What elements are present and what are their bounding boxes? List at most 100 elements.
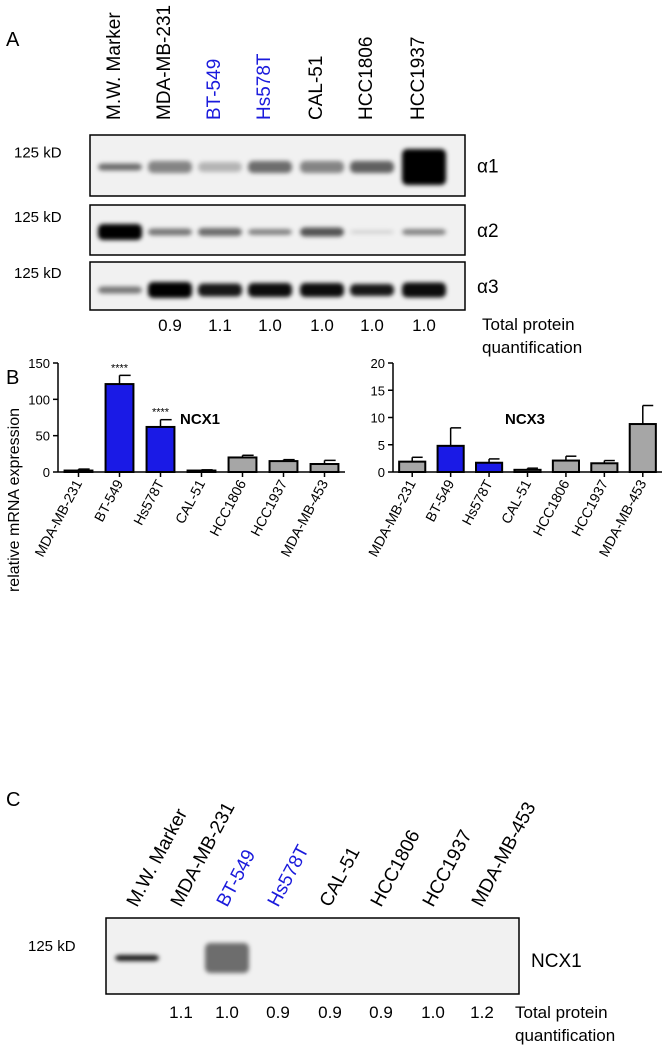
panel-label: B	[6, 367, 19, 389]
band	[248, 161, 292, 173]
blot-bands	[98, 224, 446, 240]
x-tick-label: HCC1937	[568, 477, 611, 539]
bar	[436, 444, 465, 473]
quantification-value: 1.0	[360, 316, 384, 335]
blot-label: α2	[477, 221, 499, 242]
quantification-value: 1.0	[258, 316, 282, 335]
quantification-value: 1.1	[169, 1003, 193, 1022]
quantification-value: 1.0	[310, 316, 334, 335]
significance-label: ****	[152, 407, 170, 419]
band	[98, 163, 142, 171]
lane-label: BT-549	[213, 846, 260, 910]
significance-label: ****	[111, 362, 129, 374]
lane-label: Hs578T	[254, 53, 275, 120]
lane-label: HCC1806	[367, 827, 425, 911]
size-label: 125 kD	[14, 145, 62, 162]
band	[402, 282, 446, 298]
bar	[551, 459, 580, 473]
quantification-label: Total protein quantification	[482, 315, 583, 357]
quantification-value: 1.0	[412, 316, 436, 335]
blot-bands	[98, 149, 446, 185]
bar	[227, 456, 258, 474]
lane-label: BT-549	[204, 59, 225, 120]
blot-label: α3	[477, 277, 499, 298]
x-tick-label: MDA-MB-231	[31, 477, 85, 560]
y-tick-label: 10	[371, 411, 385, 426]
x-tick-label: CAL-51	[172, 477, 209, 527]
band	[248, 283, 292, 297]
band	[402, 229, 446, 235]
size-label: 125 kD	[28, 938, 76, 955]
quantification-value: 0.9	[318, 1003, 342, 1022]
lane-label: MDA-MB-453	[468, 799, 541, 910]
y-tick-label: 100	[28, 392, 50, 407]
lane-label: HCC1937	[408, 37, 429, 120]
band	[350, 284, 394, 296]
x-tick-label: Hs578T	[130, 477, 167, 528]
lane-label: CAL-51	[316, 844, 365, 911]
band	[148, 228, 192, 236]
quantification-value: 0.9	[369, 1003, 393, 1022]
band	[198, 228, 242, 236]
band	[248, 229, 292, 235]
blot-bands	[98, 282, 446, 298]
x-tick-label: Hs578T	[459, 477, 496, 528]
y-axis-label: relative mRNA expression	[6, 408, 23, 592]
blot-label: NCX1	[531, 951, 582, 972]
band	[98, 286, 142, 294]
lane-label: MDA-MB-231	[154, 5, 175, 120]
lane-label: M.W. Marker	[104, 12, 125, 120]
blot-bands	[115, 943, 249, 973]
quantification-value: 1.2	[470, 1003, 494, 1022]
band	[148, 161, 192, 173]
quantification-value: 1.0	[215, 1003, 239, 1022]
quantification-value: 1.0	[421, 1003, 445, 1022]
blot-label: α1	[477, 157, 499, 178]
bar	[104, 383, 135, 473]
lane-label: Hs578T	[264, 841, 314, 910]
y-tick-label: 0	[378, 465, 385, 480]
band	[198, 283, 242, 297]
lane-label: CAL-51	[306, 56, 327, 120]
band	[350, 161, 394, 173]
panel-label: A	[6, 29, 20, 51]
lane-label: HCC1937	[419, 827, 477, 911]
chart-title: NCX1	[180, 411, 220, 428]
x-tick-label: HCC1806	[530, 477, 573, 539]
band	[300, 227, 344, 237]
x-tick-label: CAL-51	[498, 477, 535, 527]
band	[300, 161, 344, 173]
x-tick-label: BT-549	[422, 477, 457, 525]
x-tick-label: BT-549	[91, 477, 126, 525]
bar	[628, 423, 657, 474]
bar	[309, 463, 340, 473]
y-tick-label: 50	[36, 429, 50, 444]
size-label: 125 kD	[14, 209, 62, 226]
band	[148, 282, 192, 298]
y-tick-label: 150	[28, 356, 50, 371]
size-label: 125 kD	[14, 265, 62, 282]
y-tick-label: 0	[43, 465, 50, 480]
quantification-value: 0.9	[266, 1003, 290, 1022]
bar	[145, 425, 176, 473]
y-tick-label: 5	[378, 438, 385, 453]
bar	[268, 460, 299, 474]
y-tick-label: 15	[371, 383, 385, 398]
band	[198, 162, 242, 172]
x-tick-label: HCC1806	[206, 477, 249, 539]
quantification-label: Total protein quantification	[515, 1003, 616, 1045]
band	[115, 955, 159, 961]
band	[205, 943, 249, 973]
bar	[475, 461, 504, 473]
band	[402, 149, 446, 185]
panel-label: C	[6, 789, 20, 811]
quantification-value: 0.9	[158, 316, 182, 335]
band	[350, 230, 394, 234]
band	[98, 224, 142, 240]
y-tick-label: 20	[371, 356, 385, 371]
x-tick-label: HCC1937	[247, 477, 290, 539]
bar	[398, 460, 427, 473]
chart-title: NCX3	[505, 411, 545, 428]
